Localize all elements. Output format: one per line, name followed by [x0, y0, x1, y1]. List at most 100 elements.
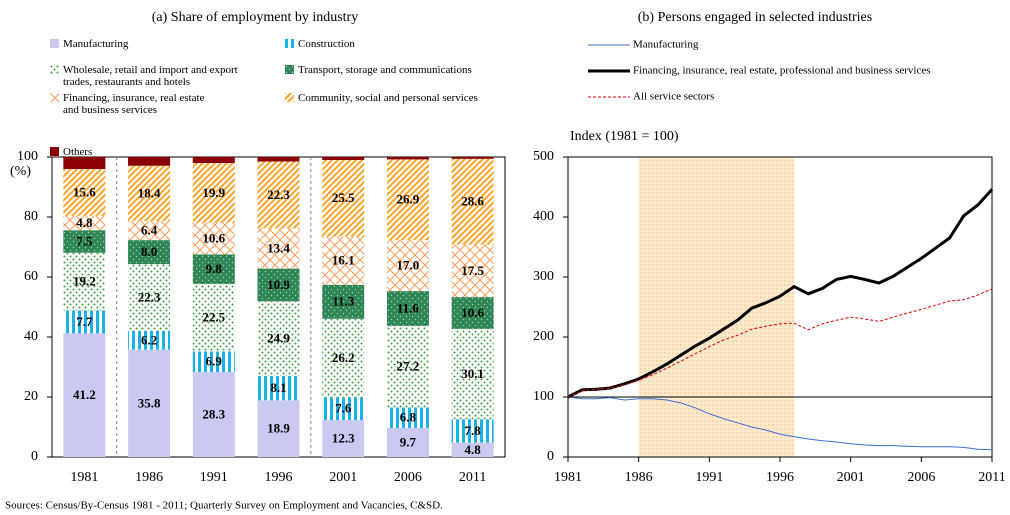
bar-segment [63, 252, 106, 311]
value-label: 8.0 [141, 244, 157, 259]
x-tick-label: 2006 [394, 470, 422, 485]
bar-segment [63, 169, 106, 216]
bar-segment [128, 349, 171, 457]
bar-segment [451, 158, 494, 245]
value-label: 10.6 [202, 231, 225, 246]
value-label: 22.3 [138, 290, 161, 305]
value-label: 18.9 [267, 421, 290, 436]
bar-segment [192, 157, 235, 163]
source: Sources: Census/By-Census 1981 - 2011; Q… [5, 500, 443, 512]
bar-segment [451, 419, 494, 443]
legend-entry: Transport, storage and communications [285, 64, 528, 76]
bar-segment [128, 220, 171, 241]
y-axis-label: (%) [10, 164, 31, 179]
bar-segment [192, 254, 235, 284]
bar-segment [63, 333, 106, 457]
y-tick-label: 20 [24, 389, 38, 404]
x-tick-label: 1996 [766, 470, 794, 485]
value-label: 28.6 [461, 194, 484, 209]
shaded-span [638, 157, 795, 457]
y-tick-label: 100 [533, 389, 554, 404]
legend-label: Construction [298, 38, 355, 50]
value-label: 4.8 [76, 215, 93, 230]
legend-label: Manufacturing [63, 38, 129, 50]
x-tick-label: 2011 [459, 470, 486, 485]
y-tick-label: 40 [24, 329, 38, 344]
bar-segment [322, 160, 365, 237]
bar-segment [192, 283, 235, 352]
line-series [567, 288, 993, 398]
value-label: 25.5 [332, 190, 355, 205]
legend-entry: Wholesale, retail and import and export … [50, 64, 263, 88]
value-label: 11.6 [397, 300, 420, 315]
bar-segment [63, 215, 106, 231]
bar-segment [257, 376, 300, 401]
chart-title: (a) Share of employment by industry [152, 10, 358, 25]
bar-segment [451, 442, 494, 457]
value-label: 24.9 [267, 331, 290, 346]
bar-segment [63, 310, 106, 334]
bar-segment [192, 372, 235, 457]
value-label: 10.6 [461, 305, 484, 320]
value-label: 7.6 [335, 401, 352, 416]
legend-swatch [285, 65, 294, 74]
legend-swatch [285, 93, 294, 102]
y-tick-label: 0 [31, 449, 38, 464]
bar-segment [386, 157, 429, 160]
value-label: 13.4 [267, 240, 290, 255]
bar-segment [128, 264, 171, 331]
bar-segment [322, 420, 365, 457]
legend-label: Transport, storage and communications [298, 64, 472, 76]
bar-segment [192, 351, 235, 373]
value-label: 22.3 [267, 187, 290, 202]
bar-segment [257, 268, 300, 302]
value-label: 27.2 [397, 359, 420, 374]
value-label: 41.2 [73, 387, 96, 402]
legend-label: Manufacturing [633, 39, 699, 51]
bar-segment [257, 161, 300, 229]
legend-swatch [50, 147, 59, 156]
x-tick-label: 2011 [978, 470, 1005, 485]
x-tick-label: 1996 [265, 470, 293, 485]
y-tick-label: 100 [17, 149, 38, 164]
legend-label: All service sectors [633, 91, 714, 103]
bar-segment [257, 301, 300, 376]
value-label: 7.8 [465, 423, 482, 438]
value-label: 19.9 [202, 185, 225, 200]
bar-segment [128, 331, 171, 350]
x-tick-label: 1981 [70, 470, 98, 485]
bar-segment [192, 163, 235, 223]
y-tick-label: 60 [24, 269, 38, 284]
bar-segment [128, 165, 171, 221]
y-tick-label: 300 [533, 269, 554, 284]
legend-swatch [50, 39, 59, 48]
bar-segment [386, 427, 429, 457]
bar-segment [63, 230, 106, 253]
value-label: 6.4 [141, 222, 158, 237]
legend-entry: Community, social and personal services [285, 92, 528, 104]
legend-label: Community, social and personal services [298, 92, 478, 104]
bar-segment [451, 328, 494, 420]
bar-segment [257, 157, 300, 162]
value-label: 12.3 [332, 431, 355, 446]
y-axis-label: Index (1981 = 100) [570, 129, 679, 144]
value-label: 17.5 [461, 263, 484, 278]
bar-segment [322, 284, 365, 319]
legend-entry: Manufacturing [50, 38, 293, 50]
value-label: 26.2 [332, 350, 355, 365]
legend-swatch [50, 65, 59, 74]
bar-segment [257, 228, 300, 269]
bar-segment [128, 240, 171, 265]
y-tick-label: 80 [24, 209, 38, 224]
bar-segment [451, 297, 494, 329]
x-tick-label: 1986 [625, 470, 653, 485]
legend-swatch [285, 39, 294, 48]
value-label: 35.8 [138, 395, 161, 410]
value-label: 6.2 [141, 332, 157, 347]
value-label: 6.9 [206, 354, 223, 369]
bar-segment [257, 400, 300, 457]
bar-segment [451, 244, 494, 298]
bar-segment [386, 407, 429, 428]
value-label: 17.0 [397, 258, 420, 273]
x-tick-label: 1991 [695, 470, 723, 485]
